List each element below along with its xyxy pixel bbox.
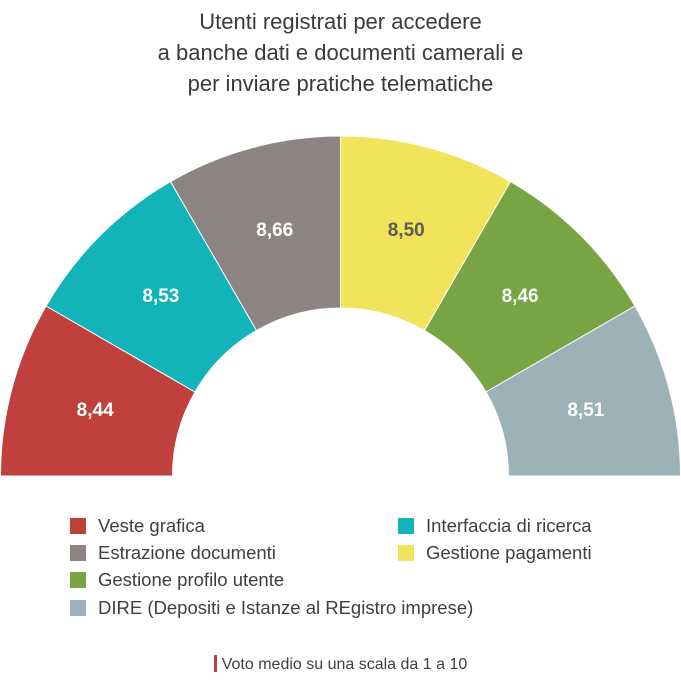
segment-value-label-5: 8,46 — [502, 286, 539, 307]
legend-label-4: Gestione pagamenti — [426, 542, 592, 563]
footnote: Voto medio su una scala da 1 a 10 — [0, 655, 681, 674]
legend-swatch-6 — [70, 600, 86, 616]
segment-value-label-1: 8,44 — [77, 400, 114, 421]
segment-value-label-3: 8,66 — [256, 220, 293, 241]
legend-label-5: Gestione profilo utente — [98, 569, 285, 590]
legend-swatch-1 — [70, 518, 86, 534]
legend-item-4: Gestione pagamenti — [398, 541, 592, 565]
legend-label-3: Estrazione documenti — [98, 542, 276, 563]
segment-value-label-6: 8,51 — [567, 400, 604, 421]
legend-item-6: DIRE (Depositi e Istanze al REgistro imp… — [70, 596, 473, 620]
legend-swatch-2 — [398, 518, 414, 534]
chart-title-line-2: a banche dati e documenti camerali e — [157, 40, 524, 65]
segment-value-label-2: 8,53 — [142, 286, 179, 307]
chart-title-line-1: Utenti registrati per accedere — [199, 9, 482, 34]
footnote-marker — [213, 655, 217, 672]
legend-swatch-3 — [70, 545, 86, 561]
footnote-text: Voto medio su una scala da 1 a 10 — [221, 656, 468, 673]
legend-item-1: Veste grafica — [70, 514, 205, 538]
legend-swatch-5 — [70, 572, 86, 588]
legend-item-3: Estrazione documenti — [70, 541, 276, 565]
legend-item-2: Interfaccia di ricerca — [398, 514, 592, 538]
chart-title: Utenti registrati per accedere a banche … — [0, 6, 681, 99]
legend-label-6: DIRE (Depositi e Istanze al REgistro imp… — [98, 597, 474, 618]
legend-label-1: Veste grafica — [98, 515, 205, 536]
legend-item-5: Gestione profilo utente — [70, 568, 284, 592]
legend-swatch-4 — [398, 545, 414, 561]
legend-label-2: Interfaccia di ricerca — [426, 515, 592, 536]
segment-value-label-4: 8,50 — [388, 220, 425, 241]
chart-title-line-3: per inviare pratiche telematiche — [187, 71, 494, 96]
